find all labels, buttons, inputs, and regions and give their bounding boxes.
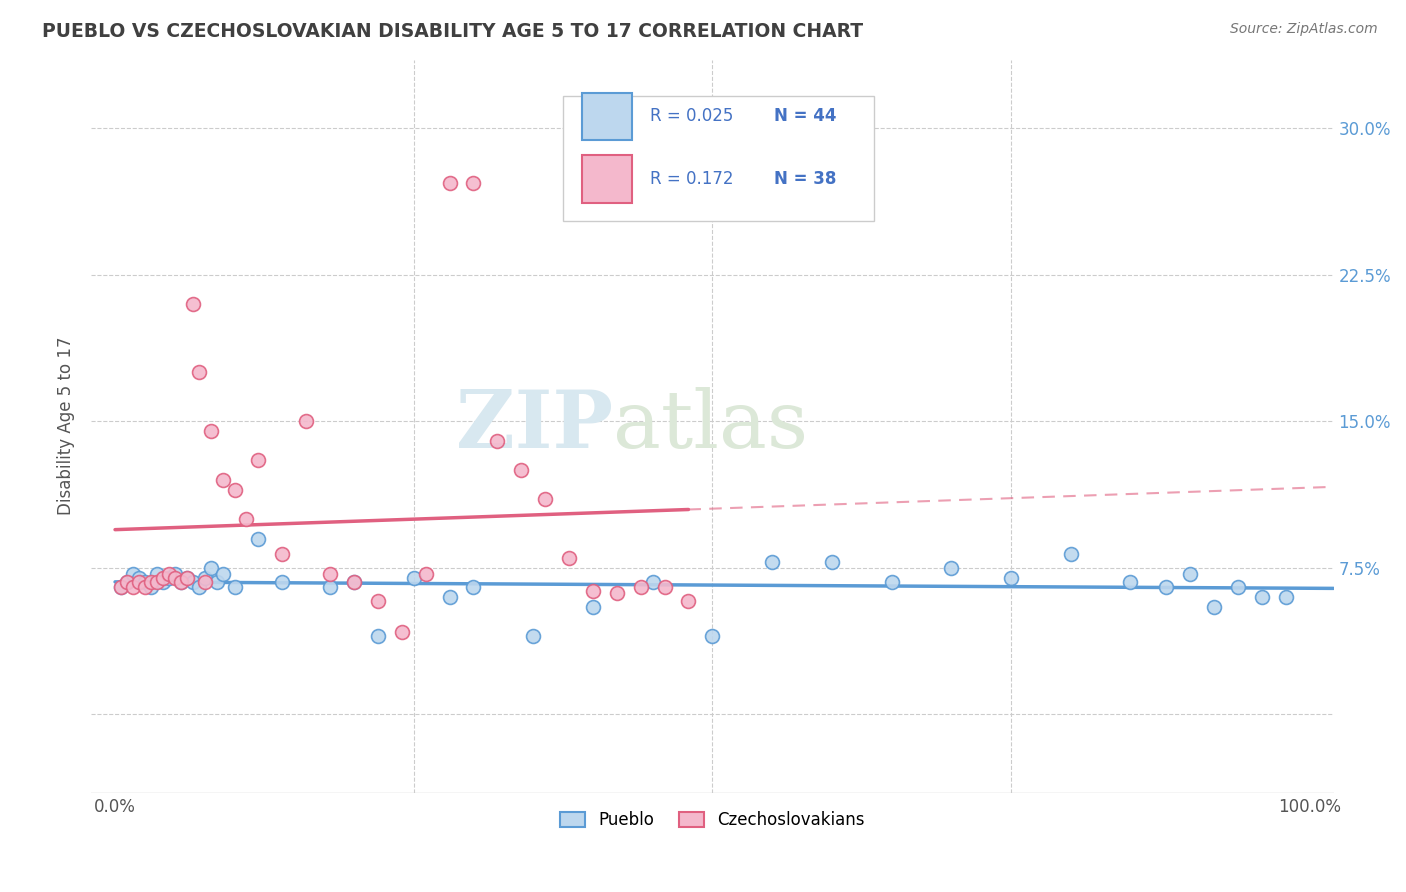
Point xyxy=(606,586,628,600)
Point xyxy=(880,574,903,589)
Point xyxy=(110,581,132,595)
Point xyxy=(1250,590,1272,604)
Point xyxy=(510,463,533,477)
Point xyxy=(176,571,198,585)
Point xyxy=(157,571,180,585)
Point xyxy=(146,574,169,589)
Point xyxy=(295,414,318,428)
Point xyxy=(534,492,557,507)
Point xyxy=(152,571,174,585)
Point xyxy=(1226,581,1249,595)
Text: PUEBLO VS CZECHOSLOVAKIAN DISABILITY AGE 5 TO 17 CORRELATION CHART: PUEBLO VS CZECHOSLOVAKIAN DISABILITY AGE… xyxy=(42,22,863,41)
Point xyxy=(134,574,156,589)
Point xyxy=(367,594,389,608)
FancyBboxPatch shape xyxy=(582,93,631,140)
Point xyxy=(139,574,162,589)
Point xyxy=(1060,547,1083,561)
Point xyxy=(247,532,270,546)
Point xyxy=(122,566,145,581)
Point xyxy=(200,424,222,438)
Point xyxy=(181,574,204,589)
Y-axis label: Disability Age 5 to 17: Disability Age 5 to 17 xyxy=(58,337,75,516)
Point xyxy=(187,581,209,595)
Point xyxy=(1202,599,1225,614)
Point xyxy=(205,574,228,589)
Text: N = 38: N = 38 xyxy=(775,169,837,187)
FancyBboxPatch shape xyxy=(582,155,631,202)
Point xyxy=(582,599,605,614)
Point xyxy=(224,483,246,497)
Point xyxy=(391,625,413,640)
Point xyxy=(271,574,294,589)
Point xyxy=(163,571,186,585)
Point xyxy=(128,574,150,589)
Point xyxy=(211,566,233,581)
Point xyxy=(678,594,700,608)
Point xyxy=(761,555,783,569)
Point xyxy=(247,453,270,467)
Point xyxy=(319,566,342,581)
Point xyxy=(486,434,509,448)
Point xyxy=(224,581,246,595)
Point xyxy=(522,629,544,643)
Text: R = 0.172: R = 0.172 xyxy=(650,169,734,187)
Point xyxy=(558,551,581,566)
Point xyxy=(402,571,425,585)
Point xyxy=(115,574,138,589)
Point xyxy=(343,574,366,589)
Point xyxy=(463,176,485,190)
Point xyxy=(1178,566,1201,581)
Point xyxy=(319,581,342,595)
Point xyxy=(170,574,193,589)
Point xyxy=(235,512,257,526)
Point xyxy=(211,473,233,487)
Text: Source: ZipAtlas.com: Source: ZipAtlas.com xyxy=(1230,22,1378,37)
Point xyxy=(630,581,652,595)
Point xyxy=(170,574,193,589)
Point xyxy=(157,566,180,581)
Point xyxy=(1000,571,1022,585)
Point xyxy=(200,561,222,575)
Point xyxy=(415,566,437,581)
Legend: Pueblo, Czechoslovakians: Pueblo, Czechoslovakians xyxy=(553,805,872,836)
Point xyxy=(187,365,209,379)
Text: ZIP: ZIP xyxy=(456,387,613,465)
Point xyxy=(146,566,169,581)
Text: R = 0.025: R = 0.025 xyxy=(650,107,734,126)
Point xyxy=(134,581,156,595)
Point xyxy=(163,566,186,581)
Point xyxy=(582,584,605,599)
Point xyxy=(194,574,217,589)
Point xyxy=(194,571,217,585)
Point xyxy=(821,555,844,569)
Point xyxy=(439,176,461,190)
Point xyxy=(271,547,294,561)
Point xyxy=(941,561,963,575)
FancyBboxPatch shape xyxy=(564,96,875,221)
Point xyxy=(152,574,174,589)
Point xyxy=(1274,590,1296,604)
Point xyxy=(463,581,485,595)
Point xyxy=(367,629,389,643)
Text: atlas: atlas xyxy=(613,387,808,465)
Point xyxy=(139,581,162,595)
Point xyxy=(122,581,145,595)
Point xyxy=(181,297,204,311)
Point xyxy=(439,590,461,604)
Point xyxy=(654,581,676,595)
Point xyxy=(115,574,138,589)
Point xyxy=(641,574,664,589)
Point xyxy=(343,574,366,589)
Text: N = 44: N = 44 xyxy=(775,107,837,126)
Point xyxy=(1119,574,1142,589)
Point xyxy=(1154,581,1177,595)
Point xyxy=(128,571,150,585)
Point xyxy=(176,571,198,585)
Point xyxy=(702,629,724,643)
Point xyxy=(110,581,132,595)
